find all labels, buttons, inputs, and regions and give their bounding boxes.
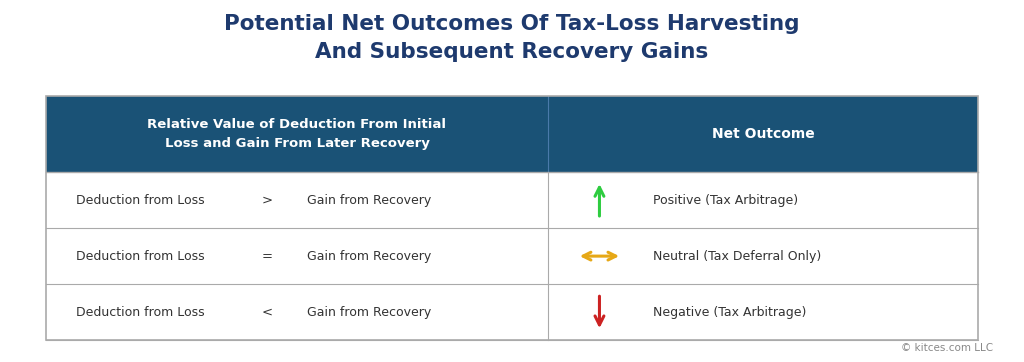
Text: © kitces.com LLC: © kitces.com LLC [901, 343, 993, 353]
Bar [46, 228, 978, 284]
Bar [46, 172, 978, 228]
Text: Deduction from Loss: Deduction from Loss [76, 194, 205, 206]
Bar [46, 284, 978, 340]
Text: Relative Value of Deduction From Initial
Loss and Gain From Later Recovery: Relative Value of Deduction From Initial… [147, 118, 446, 150]
Bar [46, 96, 978, 172]
Text: Gain from Recovery: Gain from Recovery [307, 306, 431, 319]
Text: Deduction from Loss: Deduction from Loss [76, 306, 205, 319]
Text: >: > [261, 194, 272, 206]
Text: =: = [261, 250, 272, 262]
Text: <: < [261, 306, 272, 319]
Text: Negative (Tax Arbitrage): Negative (Tax Arbitrage) [652, 306, 806, 319]
Text: Gain from Recovery: Gain from Recovery [307, 250, 431, 262]
Text: Potential Net Outcomes Of Tax-Loss Harvesting
And Subsequent Recovery Gains: Potential Net Outcomes Of Tax-Loss Harve… [224, 14, 800, 63]
Text: Deduction from Loss: Deduction from Loss [76, 250, 205, 262]
Bar [46, 96, 978, 340]
Text: Gain from Recovery: Gain from Recovery [307, 194, 431, 206]
Text: Positive (Tax Arbitrage): Positive (Tax Arbitrage) [652, 194, 798, 206]
Text: Neutral (Tax Deferral Only): Neutral (Tax Deferral Only) [652, 250, 821, 262]
Text: Net Outcome: Net Outcome [712, 127, 814, 141]
